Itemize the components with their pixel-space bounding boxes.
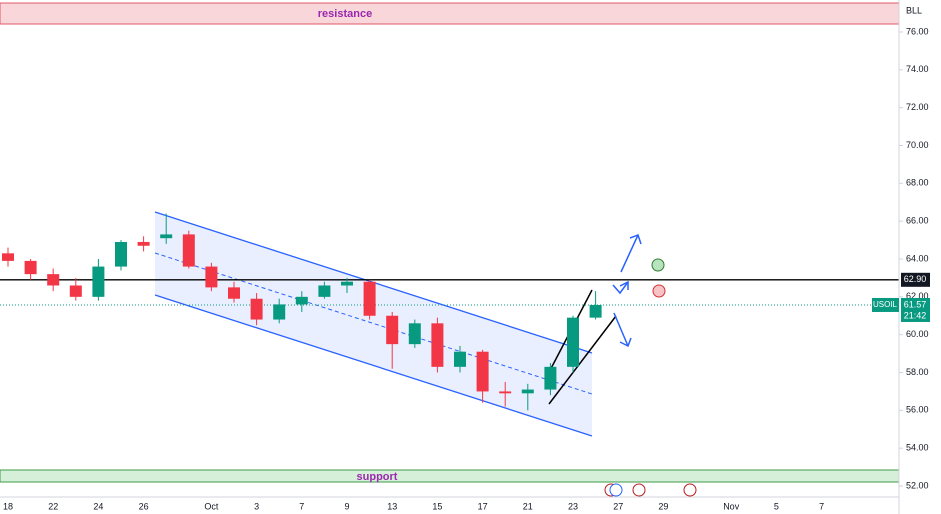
- x-tick-label: 29: [658, 501, 668, 511]
- candle-body: [250, 298, 263, 320]
- y-tick-label: 64.00: [906, 253, 929, 263]
- candle-body: [160, 234, 173, 239]
- y-tick-label: 72.00: [906, 102, 929, 112]
- x-tick-label: 22: [48, 501, 58, 511]
- green-marker: [651, 258, 665, 272]
- y-tick-label: 70.00: [906, 140, 929, 150]
- symbol-label: USOIL: [873, 300, 898, 309]
- last-price-label: 61.57: [904, 299, 927, 309]
- x-tick-label: 15: [432, 501, 442, 511]
- candle-body: [69, 285, 82, 297]
- candle-body: [544, 366, 557, 390]
- x-tick-label: 7: [819, 501, 824, 511]
- candle-body: [137, 241, 150, 246]
- candle-body: [454, 351, 466, 367]
- candle-body: [589, 304, 602, 318]
- x-tick-label: 21: [523, 501, 533, 511]
- y-tick-label: 58.00: [906, 367, 929, 377]
- candle-body: [115, 241, 127, 267]
- x-tick-label: 26: [139, 501, 149, 511]
- support-label: support: [357, 471, 398, 483]
- resistance-zone: [0, 2, 900, 25]
- level-badge: [901, 272, 930, 287]
- candle-body: [228, 287, 240, 299]
- y-tick-label: 68.00: [906, 178, 929, 188]
- channel-lower: [154, 294, 593, 437]
- x-tick-label: 24: [93, 501, 103, 511]
- y-tick-label: 76.00: [906, 26, 929, 36]
- candle-body: [408, 323, 421, 345]
- candle-body: [341, 281, 353, 286]
- x-tick-label: 3: [254, 501, 259, 511]
- candle-body: [24, 260, 37, 275]
- support-zone: [0, 469, 900, 483]
- candle-body: [182, 234, 195, 267]
- x-tick-label: Oct: [204, 501, 219, 511]
- x-tick-label: 27: [613, 501, 623, 511]
- y-tick-label: 56.00: [906, 405, 929, 415]
- arrows: [612, 234, 642, 348]
- red-marker: [652, 284, 666, 298]
- symbol-badge: [872, 297, 899, 312]
- y-tick-label: 74.00: [906, 64, 929, 74]
- x-tick-label: 9: [344, 501, 349, 511]
- rising-lower: [548, 315, 617, 405]
- candle-body: [47, 274, 60, 286]
- price-badge: [901, 297, 930, 322]
- x-tick-label: 5: [774, 501, 779, 511]
- y-tick-label: 52.00: [906, 480, 929, 490]
- candle-body: [92, 266, 105, 297]
- candle-body: [318, 285, 331, 297]
- candle-body: [205, 266, 218, 288]
- event-icons: [604, 483, 697, 497]
- candle-body: [431, 323, 444, 367]
- candle-body: [567, 317, 579, 367]
- y-tick-label: 66.00: [906, 216, 929, 226]
- resistance-label: resistance: [318, 8, 372, 20]
- x-tick-label: 18: [3, 501, 13, 511]
- candle-body: [521, 389, 534, 394]
- x-tick-label: 23: [568, 501, 578, 511]
- candle-body: [476, 351, 489, 392]
- candle-body: [386, 315, 399, 345]
- y-tick-label: 62.00: [906, 291, 929, 301]
- candle-body: [2, 253, 14, 261]
- candle-body: [499, 391, 512, 394]
- countdown-label: 21:42: [904, 310, 927, 320]
- candle-body: [273, 304, 286, 320]
- x-tick-label: Nov: [723, 501, 740, 511]
- level-label: 62.90: [904, 274, 927, 284]
- x-tick-label: 7: [299, 501, 304, 511]
- y-tick-label: 60.00: [906, 329, 929, 339]
- candle-body: [295, 296, 308, 305]
- x-tick-label: 13: [387, 501, 397, 511]
- unit-label: BLL: [906, 5, 922, 15]
- candle-body: [363, 281, 376, 316]
- y-tick-label: 54.00: [906, 443, 929, 453]
- x-tick-label: 17: [478, 501, 488, 511]
